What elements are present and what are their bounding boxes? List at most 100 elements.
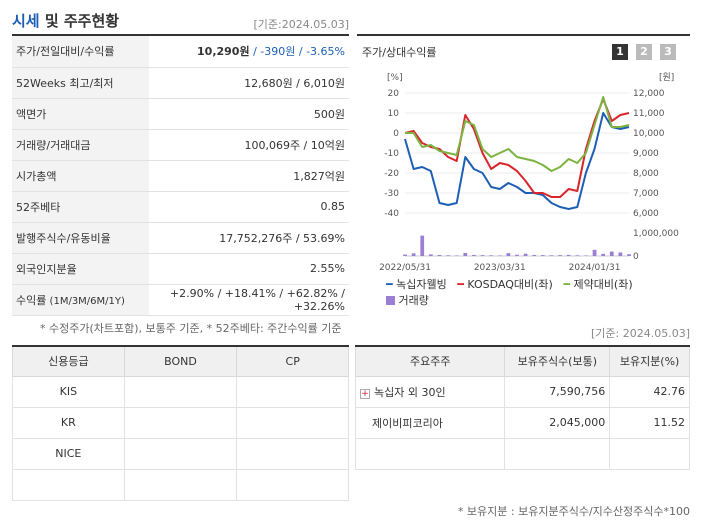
volume-tick-label: 1,000,000 bbox=[633, 229, 679, 239]
stock-chart: [%] [원] 20 10 0 -10 -20 -30 -40 12,000 11,000 10,… bbox=[379, 72, 679, 273]
volume-bar bbox=[454, 255, 459, 256]
rating-header: CP bbox=[236, 345, 349, 377]
holders-note: * 보유지분 : 보유지분주식수/지수산정주식수*100 bbox=[457, 505, 690, 518]
chart-tab-1[interactable]: 1 bbox=[612, 44, 628, 60]
rating-table: 신용등급 BOND CP KIS KR NICE bbox=[12, 345, 349, 501]
volume-bar bbox=[472, 254, 476, 256]
holders-table: 주요주주 보유주식수(보통) 보유지분(%) + 녹십자 외 30인 7,590,… bbox=[354, 345, 690, 470]
volume-bar bbox=[558, 255, 562, 256]
quote-row: 시가총액 1,827억원 bbox=[12, 160, 349, 192]
quote-label: 액면가 bbox=[12, 98, 149, 130]
volume-bar bbox=[592, 249, 597, 256]
quote-row: 액면가 500원 bbox=[12, 98, 349, 130]
table-row bbox=[354, 437, 690, 470]
quote-row: 거래량/거래대금 100,069주 / 10억원 bbox=[12, 129, 349, 161]
quote-value: 0.85 bbox=[149, 191, 349, 223]
table-row: 제이비피코리아 2,045,000 11.52 bbox=[354, 406, 690, 439]
legend-series-4: 거래량 bbox=[398, 294, 429, 307]
volume-bar bbox=[411, 253, 416, 256]
volume-bar bbox=[497, 255, 502, 256]
quote-row: 52주베타 0.85 bbox=[12, 191, 349, 223]
series-line bbox=[405, 96, 630, 172]
quote-value: 2.55% bbox=[149, 253, 349, 285]
right-tick-label: 11,000 bbox=[633, 109, 665, 119]
left-unit: [%] bbox=[387, 73, 403, 83]
quote-row: 발행주식수/유동비율 17,752,276주 / 53.69% bbox=[12, 222, 349, 254]
chart-title: 주가/상대수익률 bbox=[362, 46, 437, 59]
table-row: KR bbox=[12, 406, 349, 439]
quote-value: 12,680원 / 6,010원 bbox=[149, 67, 349, 99]
volume-swatch bbox=[386, 296, 395, 305]
expand-icon[interactable]: + bbox=[360, 388, 370, 399]
volume-bar bbox=[601, 253, 606, 256]
volume-bar bbox=[584, 255, 588, 256]
volume-bar bbox=[523, 253, 528, 256]
price-change: / -390원 / -3.65% bbox=[249, 45, 345, 59]
quote-value: 500원 bbox=[149, 98, 349, 130]
volume-bar bbox=[403, 254, 407, 256]
volume-bar bbox=[463, 252, 468, 256]
left-tick-label: 20 bbox=[388, 89, 400, 99]
legend-series-3: 제약대비(좌) bbox=[573, 278, 633, 291]
divider bbox=[357, 34, 690, 36]
left-tick-label: -30 bbox=[384, 189, 399, 199]
volume-bar bbox=[609, 251, 614, 256]
quote-value: 17,752,276주 / 53.69% bbox=[149, 222, 349, 254]
quote-row: 외국인지분율 2.55% bbox=[12, 253, 349, 285]
table-row bbox=[12, 468, 349, 501]
quote-label: 발행주식수/유동비율 bbox=[12, 222, 149, 254]
x-tick-label: 2022/05/31 bbox=[379, 263, 431, 273]
volume-bar bbox=[540, 255, 545, 256]
quote-note: * 수정주가(차트포함), 보통주 기준, * 52주베타: 주간수익률 기준 bbox=[40, 322, 342, 335]
volume-bar bbox=[532, 254, 537, 256]
quote-value: 1,827억원 bbox=[149, 160, 349, 192]
volume-bar bbox=[506, 253, 511, 256]
legend-series-2: KOSDAQ대비(좌) bbox=[467, 278, 553, 291]
holders-header: 보유주식수(보통) bbox=[504, 345, 611, 377]
volume-bar bbox=[566, 254, 571, 256]
section-title: 시세 및 주주현황 bbox=[12, 12, 120, 30]
quote-label: 시가총액 bbox=[12, 160, 149, 192]
quote-label: 52주베타 bbox=[12, 191, 149, 223]
right-tick-label: 8,000 bbox=[633, 169, 659, 179]
volume-bar bbox=[515, 254, 519, 256]
volume-bar bbox=[618, 252, 623, 256]
quote-value: 10,290원 / -390원 / -3.65% bbox=[149, 36, 349, 68]
divider bbox=[12, 34, 349, 36]
left-tick-label: 10 bbox=[388, 109, 400, 119]
holder-name: 제이비피코리아 bbox=[354, 406, 506, 439]
holder-name: + 녹십자 외 30인 bbox=[354, 375, 506, 408]
right-tick-label: 9,000 bbox=[633, 149, 659, 159]
volume-bar bbox=[489, 255, 494, 256]
quote-label: 수익률 (1M/3M/6M/1Y) bbox=[12, 284, 149, 316]
rating-header: BOND bbox=[123, 345, 238, 377]
volume-bar bbox=[437, 254, 442, 256]
volume-bar bbox=[446, 255, 450, 256]
quote-row: 주가/전일대비/수익률 10,290원 / -390원 / -3.65% bbox=[12, 36, 349, 68]
chart-tab-2[interactable]: 2 bbox=[636, 44, 652, 60]
quote-table: 주가/전일대비/수익률 10,290원 / -390원 / -3.65% 52W… bbox=[12, 36, 349, 316]
right-tick-label: 7,000 bbox=[633, 189, 659, 199]
volume-bar bbox=[627, 254, 631, 256]
right-unit: [원] bbox=[659, 72, 674, 83]
quote-label: 외국인지분율 bbox=[12, 253, 149, 285]
volume-bar bbox=[575, 255, 580, 256]
volume-bar bbox=[480, 255, 485, 256]
as-of-date: [기준:2024.05.03] bbox=[253, 18, 349, 31]
chart-tab-3[interactable]: 3 bbox=[660, 44, 676, 60]
table-row: KIS bbox=[12, 375, 349, 408]
table-row: + 녹십자 외 30인 7,590,756 42.76 bbox=[354, 375, 690, 408]
chart-legend: ━ 녹십자웰빙 ━ KOSDAQ대비(좌) ━ 제약대비(좌) bbox=[386, 278, 633, 291]
rating-header: 신용등급 bbox=[12, 345, 125, 377]
left-tick-label: 0 bbox=[393, 129, 399, 139]
holders-header: 주요주주 bbox=[354, 345, 506, 377]
price: 10,290원 bbox=[197, 45, 250, 59]
quote-value: 100,069주 / 10억원 bbox=[149, 129, 349, 161]
right-tick-label: 12,000 bbox=[633, 89, 665, 99]
quote-row: 수익률 (1M/3M/6M/1Y) +2.90% / +18.41% / +62… bbox=[12, 284, 349, 316]
quote-value: +2.90% / +18.41% / +62.82% / +32.26% bbox=[149, 284, 349, 316]
left-tick-label: -40 bbox=[384, 209, 399, 219]
volume-bar bbox=[549, 255, 554, 256]
volume-bar bbox=[420, 235, 425, 256]
right-tick-label: 6,000 bbox=[633, 209, 659, 219]
